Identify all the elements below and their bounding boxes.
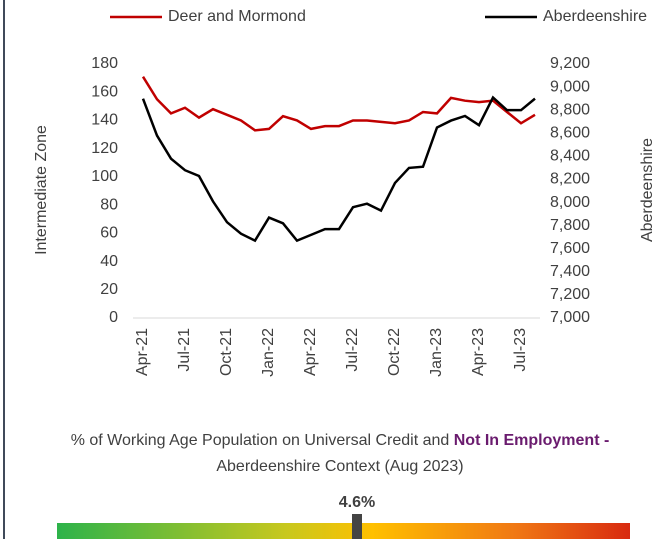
y2-tick-label: 8,600 — [550, 124, 590, 141]
y2-tick-label: 8,400 — [550, 148, 590, 165]
gauge-label: 4.6% — [339, 494, 375, 511]
x-tick-label: Apr-22 — [302, 328, 319, 376]
y-tick-label: 180 — [91, 55, 118, 72]
y-tick-label: 100 — [91, 168, 118, 185]
x-tick-label: Jul-23 — [512, 328, 529, 372]
y2-tick-label: 7,200 — [550, 286, 590, 303]
caption-bold: Not In Employment - — [453, 432, 610, 449]
context-caption: % of Working Age Population on Universal… — [20, 428, 660, 480]
gauge-marker — [352, 514, 362, 539]
caption-text: Aberdeenshire Context (Aug 2023) — [216, 458, 464, 475]
x-tick-label: Jul-22 — [344, 328, 361, 372]
y2-tick-label: 8,200 — [550, 171, 590, 188]
y-tick-label: 120 — [91, 140, 118, 157]
y2-axis-title: Aberdeenshire — [639, 138, 656, 242]
legend-label: Deer and Mormond — [168, 8, 306, 25]
y-tick-label: 0 — [109, 309, 118, 326]
y-axis-title: Intermediate Zone — [33, 125, 50, 255]
y-tick-label: 60 — [100, 225, 118, 242]
x-tick-label: Apr-23 — [470, 328, 487, 376]
x-tick-label: Jan-23 — [428, 328, 445, 377]
x-tick-label: Jan-22 — [260, 328, 277, 377]
caption-text: % of Working Age Population on Universal… — [70, 432, 454, 449]
y-tick-label: 20 — [100, 281, 118, 298]
y2-tick-label: 7,800 — [550, 217, 590, 234]
x-tick-label: Oct-21 — [218, 328, 235, 376]
y2-tick-label: 7,000 — [550, 309, 590, 326]
y-tick-label: 80 — [100, 196, 118, 213]
y-tick-label: 140 — [91, 112, 118, 129]
y2-tick-label: 8,800 — [550, 101, 590, 118]
y-tick-label: 160 — [91, 83, 118, 100]
series-line — [141, 95, 536, 243]
x-tick-label: Oct-22 — [386, 328, 403, 376]
y2-tick-label: 7,600 — [550, 240, 590, 257]
series-line — [141, 76, 536, 132]
y2-tick-label: 9,200 — [550, 55, 590, 72]
left-border — [3, 0, 5, 539]
legend-label: Aberdeenshire — [543, 8, 647, 25]
y2-tick-label: 9,000 — [550, 78, 590, 95]
gauge-bar — [57, 523, 630, 539]
y2-tick-label: 8,000 — [550, 194, 590, 211]
y-tick-label: 40 — [100, 253, 118, 270]
x-tick-label: Jul-21 — [176, 328, 193, 372]
x-tick-label: Apr-21 — [134, 328, 151, 376]
y2-tick-label: 7,400 — [550, 263, 590, 280]
